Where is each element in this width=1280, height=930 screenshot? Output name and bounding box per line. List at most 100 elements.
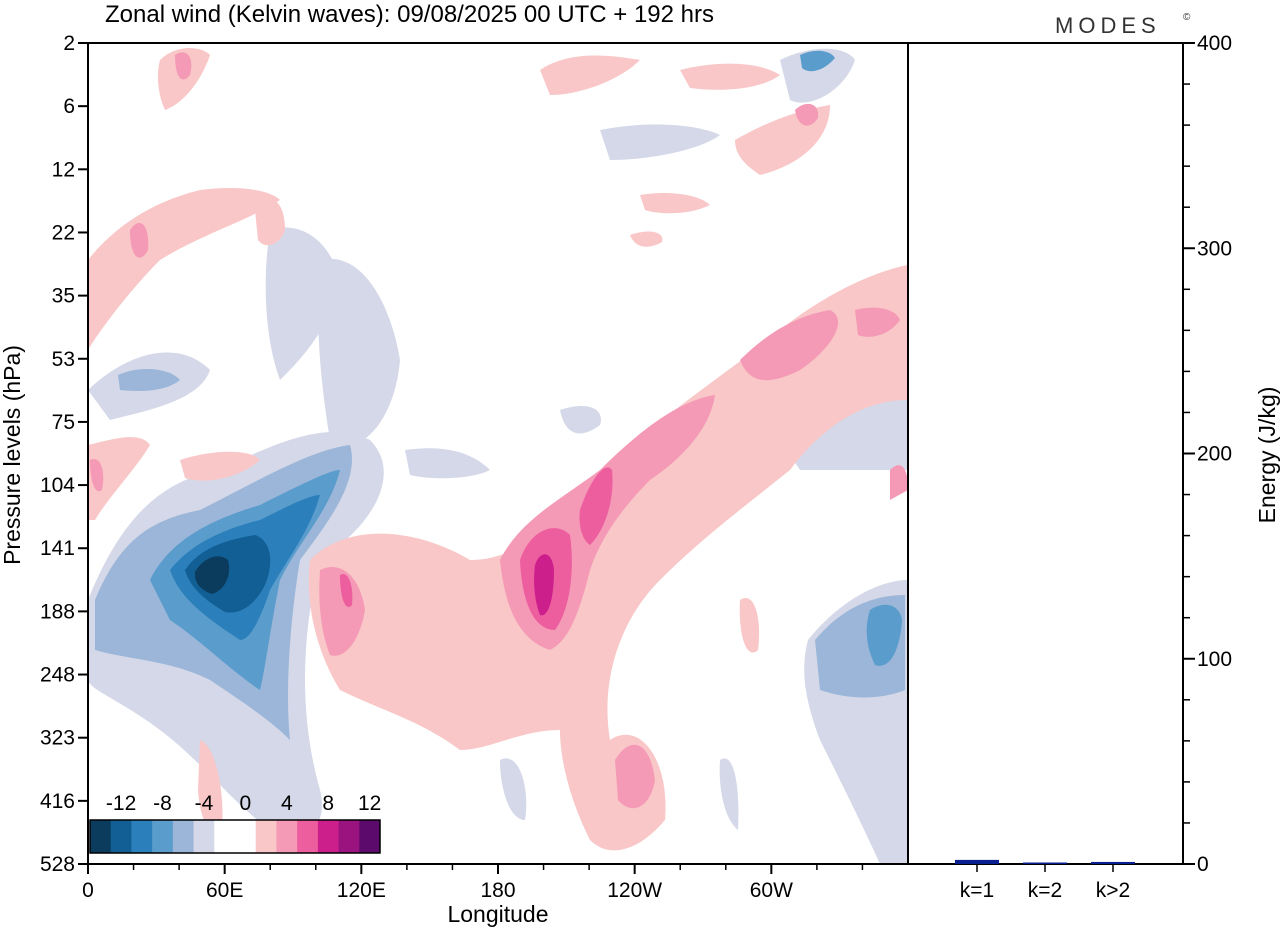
region bbox=[780, 385, 908, 470]
colorbar-label: 0 bbox=[240, 792, 252, 815]
region bbox=[800, 50, 835, 72]
brand-name: MODES bbox=[1055, 13, 1161, 38]
colorbar-label: 12 bbox=[358, 792, 381, 815]
region bbox=[795, 103, 819, 126]
region bbox=[318, 258, 400, 446]
region bbox=[855, 307, 900, 337]
energy-x-axis: k=1 k=2 k>2 bbox=[960, 864, 1130, 902]
colorbar-swatch bbox=[255, 820, 277, 853]
region bbox=[866, 604, 902, 666]
region bbox=[180, 451, 260, 481]
region bbox=[615, 744, 655, 809]
easterly-core-peak bbox=[194, 556, 230, 594]
energy-tick-label: 400 bbox=[1197, 32, 1232, 55]
colorbar-swatch bbox=[317, 820, 340, 853]
region bbox=[130, 222, 149, 258]
y-tick-label: 2 bbox=[63, 32, 75, 55]
region bbox=[405, 448, 490, 479]
energy-axis-label: Energy (J/kg) bbox=[1254, 387, 1280, 524]
x-tick-label: 60E bbox=[206, 879, 243, 902]
energy-tick-label: 300 bbox=[1197, 237, 1232, 260]
colorbar-label: -8 bbox=[153, 792, 172, 815]
energy-category-label: k=2 bbox=[1028, 879, 1062, 902]
region bbox=[560, 405, 601, 434]
region bbox=[780, 48, 855, 103]
energy-frame bbox=[907, 42, 1184, 865]
region bbox=[118, 368, 180, 391]
y-tick-label: 323 bbox=[40, 727, 75, 750]
colorbar-swatch bbox=[297, 820, 319, 853]
energy-panel: 0 100 200 300 400 k=1 k=2 k>2 Energy (J/kg) bbox=[907, 32, 1280, 902]
y-tick-label: 53 bbox=[52, 348, 75, 371]
region bbox=[890, 465, 908, 500]
brand-logo: MODES © bbox=[1055, 12, 1191, 38]
energy-bars bbox=[955, 859, 1135, 864]
y-tick-label: 416 bbox=[40, 790, 75, 813]
x-tick-label: 180 bbox=[480, 879, 515, 902]
y-tick-label: 12 bbox=[52, 158, 75, 181]
colorbar-label: 4 bbox=[281, 792, 293, 815]
x-tick-label: 120E bbox=[337, 879, 386, 902]
region bbox=[579, 467, 613, 545]
colorbar-swatch bbox=[90, 820, 112, 853]
region bbox=[719, 758, 739, 830]
colorbar-label: 8 bbox=[322, 792, 334, 815]
region bbox=[90, 459, 104, 492]
y-tick-label: 22 bbox=[52, 221, 75, 244]
region bbox=[198, 740, 223, 833]
energy-bar bbox=[955, 859, 999, 864]
colorbar-swatch bbox=[235, 820, 257, 853]
region bbox=[340, 574, 353, 607]
energy-tick-label: 0 bbox=[1197, 853, 1209, 876]
y-tick-label: 104 bbox=[40, 474, 75, 497]
colorbar-swatch bbox=[338, 820, 360, 853]
region bbox=[740, 310, 839, 381]
energy-y-axis: 0 100 200 300 400 bbox=[1183, 32, 1232, 876]
region bbox=[319, 566, 365, 656]
colorbar-label: -12 bbox=[106, 792, 136, 815]
colorbar-swatch bbox=[359, 820, 381, 853]
y-axis: 2 6 12 22 35 53 75 104 141 188 248 323 416 528 bbox=[40, 32, 88, 876]
x-axis-label: Longitude bbox=[447, 901, 548, 927]
y-tick-label: 248 bbox=[40, 664, 75, 687]
colorbar-frame bbox=[89, 819, 381, 854]
y-tick-label: 188 bbox=[40, 600, 75, 623]
colorbar-label: -4 bbox=[195, 792, 214, 815]
westerly-band bbox=[308, 265, 908, 851]
brand-mark: © bbox=[1183, 12, 1191, 23]
region bbox=[255, 199, 285, 246]
colorbar-swatch bbox=[193, 820, 215, 853]
colorbar-swatch bbox=[152, 820, 174, 853]
x-tick-label: 120W bbox=[607, 879, 662, 902]
y-tick-label: 75 bbox=[52, 411, 75, 434]
y-tick-label: 35 bbox=[52, 285, 75, 308]
energy-category-label: k=1 bbox=[960, 879, 994, 902]
colorbar-swatch bbox=[110, 820, 132, 853]
x-tick-label: 60W bbox=[750, 879, 793, 902]
region bbox=[630, 231, 663, 247]
energy-bar bbox=[1091, 861, 1135, 864]
contour-field bbox=[88, 48, 908, 864]
energy-tick-label: 200 bbox=[1197, 443, 1232, 466]
colorbar-swatch bbox=[172, 820, 195, 853]
heatmap-panel: 0 60E 120E 180 120W 60W 2 6 12 22 35 53 75 104 141 188… bbox=[0, 32, 909, 927]
energy-tick-label: 100 bbox=[1197, 648, 1232, 671]
region bbox=[88, 437, 150, 520]
y-tick-label: 528 bbox=[40, 853, 75, 876]
y-tick-label: 6 bbox=[63, 95, 75, 118]
energy-bar bbox=[1023, 862, 1067, 864]
region bbox=[640, 193, 710, 214]
energy-category-label: k>2 bbox=[1096, 879, 1130, 902]
westerly-core-peak bbox=[534, 554, 554, 616]
y-axis-label: Pressure levels (hPa) bbox=[0, 345, 25, 565]
colorbar-swatch bbox=[276, 820, 298, 853]
x-tick-label: 0 bbox=[82, 879, 94, 902]
colorbar: -12 -8 -4 0 4 8 12 bbox=[89, 792, 381, 854]
region bbox=[739, 598, 760, 653]
colorbar-swatch bbox=[131, 820, 153, 853]
x-axis: 0 60E 120E 180 120W 60W bbox=[82, 864, 864, 902]
region bbox=[500, 758, 527, 820]
region bbox=[540, 55, 640, 95]
colorbar-swatch bbox=[214, 820, 236, 853]
